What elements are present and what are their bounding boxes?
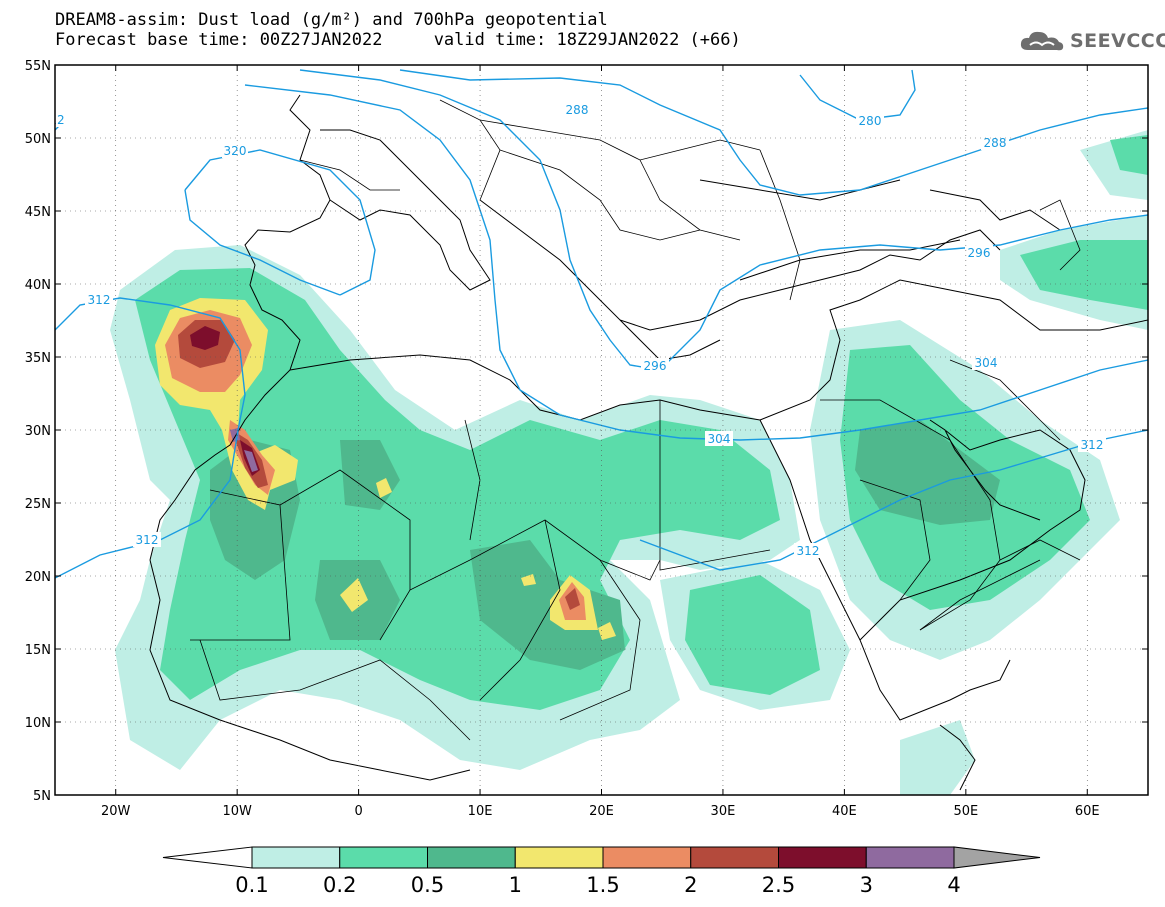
x-tick-label: 0 xyxy=(354,804,362,819)
colorbar-segment xyxy=(514,846,604,869)
colorbar-tick-label: 0.5 xyxy=(411,873,444,897)
dust-region-yellow xyxy=(521,574,536,586)
contour-labels: 12 320 288 280 288 296 312 296 304 304 3… xyxy=(49,102,1106,558)
colorbar-segment xyxy=(427,846,516,869)
colorbar-tick-label: 2.5 xyxy=(762,873,795,897)
contour-label: 296 xyxy=(644,359,667,373)
y-tick-label: 55N xyxy=(25,59,51,74)
contour-label: 320 xyxy=(224,144,247,158)
dust-region-brown xyxy=(565,588,580,610)
contour-label: 304 xyxy=(708,432,731,446)
dust-region-yellow xyxy=(340,578,368,612)
x-tick-label: 40E xyxy=(832,804,857,819)
y-tick-label: 50N xyxy=(25,132,51,147)
contour-label: 312 xyxy=(88,293,111,307)
colorbar-tick-label: 1 xyxy=(509,873,522,897)
colorbar-tick-label: 4 xyxy=(947,873,960,897)
dust-region-light xyxy=(900,720,975,795)
colorbar-segment xyxy=(339,846,428,869)
x-tick-label: 10W xyxy=(222,804,252,819)
seevccc-logo: SEEVCCC xyxy=(1018,26,1165,56)
country-borders xyxy=(190,99,1081,741)
colorbar-tick-label: 2 xyxy=(684,873,697,897)
map-title-line-1: DREAM8-assim: Dust load (g/m²) and 700hP… xyxy=(55,10,608,30)
colorbar: 0.1 0.2 0.5 1 1.5 2 2.5 3 4 xyxy=(162,846,1041,897)
cloud-icon xyxy=(1020,31,1064,51)
contour-label: 288 xyxy=(566,103,589,117)
x-tick-label: 50E xyxy=(953,804,978,819)
dust-region-yellow xyxy=(598,622,616,640)
map-axes: 5N 10N 15N 20N 25N 30N 35N 40N 45N 50N 55N 20W 10W 0 1… xyxy=(25,59,1148,819)
colorbar-tick-label: 1.5 xyxy=(586,873,619,897)
contour-label: 304 xyxy=(975,356,998,370)
dust-region-purple xyxy=(244,450,258,472)
y-tick-label: 25N xyxy=(25,497,51,512)
dust-shading xyxy=(110,130,1148,795)
contour-label: 296 xyxy=(968,246,991,260)
y-tick-label: 40N xyxy=(25,278,51,293)
x-tick-label: 10E xyxy=(468,804,493,819)
dust-region-medium xyxy=(685,575,820,695)
contour-label: 280 xyxy=(859,114,882,128)
dust-region-dark-green xyxy=(855,420,1000,525)
x-tick-label: 60E xyxy=(1075,804,1100,819)
colorbar-segment xyxy=(778,846,867,869)
colorbar-segment xyxy=(865,846,955,869)
y-tick-label: 30N xyxy=(25,424,51,439)
y-tick-label: 10N xyxy=(25,716,51,731)
dust-region-medium xyxy=(1020,240,1148,310)
dust-region-yellow xyxy=(376,478,392,498)
colorbar-tick-label: 3 xyxy=(860,873,873,897)
y-tick-label: 45N xyxy=(25,205,51,220)
y-tick-label: 5N xyxy=(33,789,51,804)
y-tick-label: 15N xyxy=(25,643,51,658)
map-title-line-2: Forecast base time: 00Z27JAN2022 valid t… xyxy=(55,30,741,50)
x-tick-label: 30E xyxy=(711,804,736,819)
y-tick-label: 35N xyxy=(25,351,51,366)
logo-text: SEEVCCC xyxy=(1070,30,1165,52)
y-tick-label: 20N xyxy=(25,570,51,585)
dust-region-medium xyxy=(135,268,780,710)
colorbar-tick-label: 0.1 xyxy=(235,873,268,897)
contour-label: 12 xyxy=(49,113,64,127)
dust-region-dark-green xyxy=(470,540,625,670)
contour-label: 312 xyxy=(136,533,159,547)
colorbar-segment xyxy=(251,846,341,869)
colorbar-segment xyxy=(690,846,779,869)
contour-label: 312 xyxy=(797,544,820,558)
colorbar-segment xyxy=(602,846,692,869)
colorbar-tick-label: 0.2 xyxy=(323,873,356,897)
colorbar-lower-arrow xyxy=(162,846,253,869)
colorbar-upper-arrow xyxy=(953,846,1041,869)
x-tick-label: 20W xyxy=(101,804,131,819)
contour-label: 312 xyxy=(1081,438,1104,452)
dust-region-medium xyxy=(1110,135,1148,175)
dust-region-dark-red xyxy=(190,326,220,350)
contour-label: 288 xyxy=(984,136,1007,150)
map-grid xyxy=(55,65,1148,795)
x-tick-label: 20E xyxy=(589,804,614,819)
